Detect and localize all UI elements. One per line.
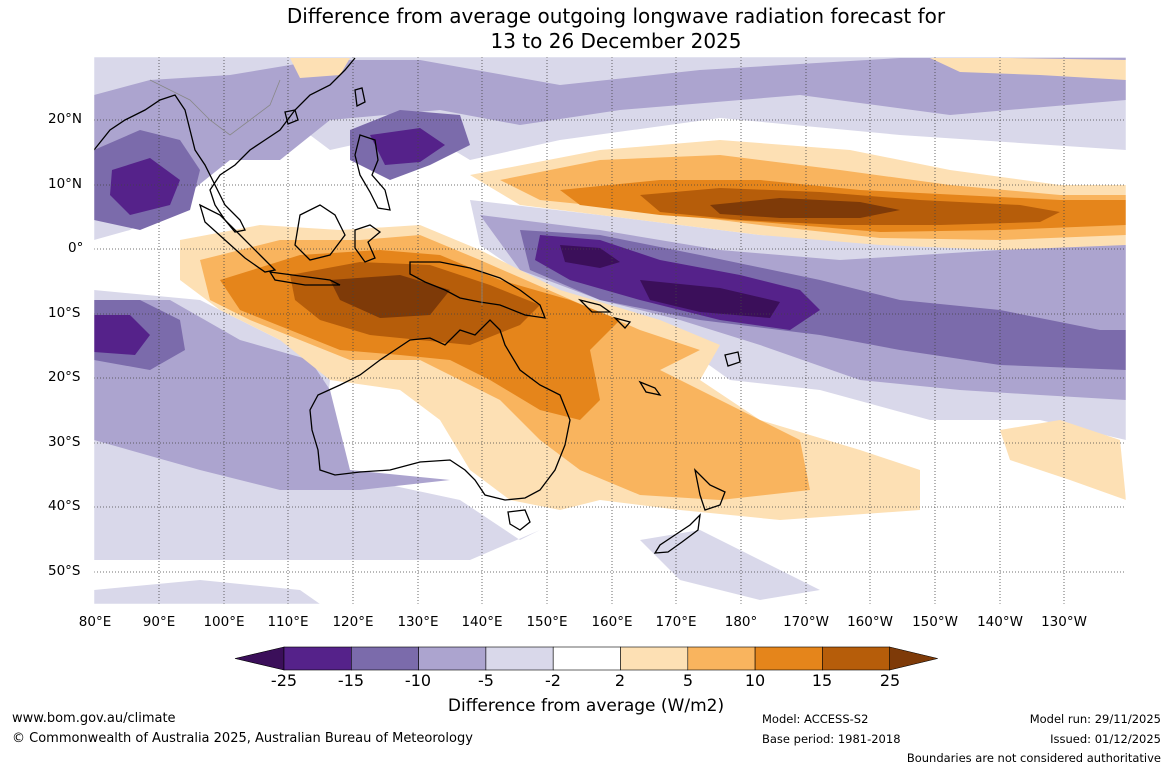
lon-label-90e: 90°E <box>142 614 176 630</box>
colorbar-tick: 5 <box>682 671 694 690</box>
lon-label-160w: 160°W <box>847 614 893 630</box>
anomaly-patch-weak-negative-southwest <box>94 580 320 604</box>
lat-label-10s: 10°S <box>48 305 81 321</box>
colorbar-label: Difference from average (W/m2) <box>447 696 725 716</box>
java-coastline <box>268 271 341 286</box>
map-frame <box>93 56 1127 605</box>
solomon-islands-coastline <box>577 298 632 329</box>
borneo-coastline <box>294 204 346 261</box>
sulawesi-coastline <box>354 224 382 263</box>
lon-label-130e: 130°E <box>397 614 439 630</box>
lon-label-170e: 170°E <box>655 614 697 630</box>
colorbar-tick: -10 <box>404 671 432 690</box>
colorbar-tick: 2 <box>614 671 626 690</box>
hainan-coastline <box>284 109 299 125</box>
lat-label-20n: 20°N <box>48 111 83 127</box>
lat-label-equator: 0° <box>68 240 84 256</box>
footer-base-period: Base period: 1981-2018 <box>762 732 901 746</box>
new-guinea-coastline <box>409 261 547 319</box>
anomaly-peak-negative-indian-ocean <box>94 315 150 355</box>
footer-boundaries-note: Boundaries are not considered authoritat… <box>906 751 1161 765</box>
map-title: Difference from average outgoing longwav… <box>0 4 1173 54</box>
taiwan-coastline <box>354 87 366 107</box>
anomaly-patch-weak-positive-north-edge <box>290 58 1126 80</box>
anomaly-peak-positive <box>330 198 900 318</box>
lat-label-10n: 10°N <box>48 176 83 192</box>
lon-label-180: 180° <box>724 614 758 630</box>
anomaly-extreme-negative-core <box>560 245 780 318</box>
lon-label-100e: 100°E <box>203 614 245 630</box>
fiji-coastline <box>724 351 741 367</box>
anomaly-patch-weak-positive-east <box>1000 420 1126 500</box>
footer-url[interactable]: www.bom.gov.au/climate <box>12 711 176 726</box>
lon-label-150w: 150°W <box>912 614 958 630</box>
colorbar-tick: -25 <box>270 671 298 690</box>
new-zealand-north-island <box>693 468 726 511</box>
title-line-1: Difference from average outgoing longwav… <box>286 4 946 28</box>
lon-label-130w: 130°W <box>1041 614 1087 630</box>
colorbar-tick: 25 <box>879 671 901 690</box>
tasmania-coastline <box>507 509 531 531</box>
new-zealand-south-island <box>653 513 701 554</box>
lon-label-120e: 120°E <box>332 614 374 630</box>
colorbar-tick: -5 <box>478 671 494 690</box>
lon-label-140w: 140°W <box>977 614 1023 630</box>
colorbar-tick: 10 <box>744 671 766 690</box>
lat-label-30s: 30°S <box>48 434 81 450</box>
lon-label-150e: 150°E <box>526 614 568 630</box>
lon-label-170w: 170°W <box>783 614 829 630</box>
footer-issued: Issued: 01/12/2025 <box>1050 732 1161 746</box>
lon-label-160e: 160°E <box>591 614 633 630</box>
colorbar-tick: -2 <box>545 671 561 690</box>
philippines-coastline <box>354 134 391 211</box>
new-caledonia-coastline <box>638 380 662 396</box>
colorbar-tick: 15 <box>811 671 833 690</box>
footer-model: Model: ACCESS-S2 <box>762 712 869 726</box>
anomaly-peak-negative-philippine-sea <box>370 128 445 165</box>
anomaly-peak-negative-bay-of-bengal <box>110 158 180 215</box>
colorbar-tick: -15 <box>337 671 365 690</box>
map-field <box>94 57 1126 604</box>
lon-label-140e: 140°E <box>461 614 503 630</box>
australia-coastline <box>309 319 571 501</box>
anomaly-patch-weak-negative-southeast <box>640 530 820 600</box>
lon-label-80e: 80°E <box>78 614 112 630</box>
lon-label-110e: 110°E <box>267 614 309 630</box>
footer-model-run: Model run: 29/11/2025 <box>1029 712 1161 726</box>
coastlines <box>94 57 741 554</box>
country-borders <box>149 79 483 305</box>
anomaly-band-negative-north <box>94 58 1126 220</box>
title-line-2: 13 to 26 December 2025 <box>490 29 742 53</box>
borders-southeast-asia <box>149 79 281 136</box>
graticule <box>94 57 1126 604</box>
lat-label-40s: 40°S <box>48 498 81 514</box>
footer-copyright: © Commonwealth of Australia 2025, Austra… <box>12 731 473 746</box>
lat-label-50s: 50°S <box>48 563 81 579</box>
lat-label-20s: 20°S <box>48 369 81 385</box>
